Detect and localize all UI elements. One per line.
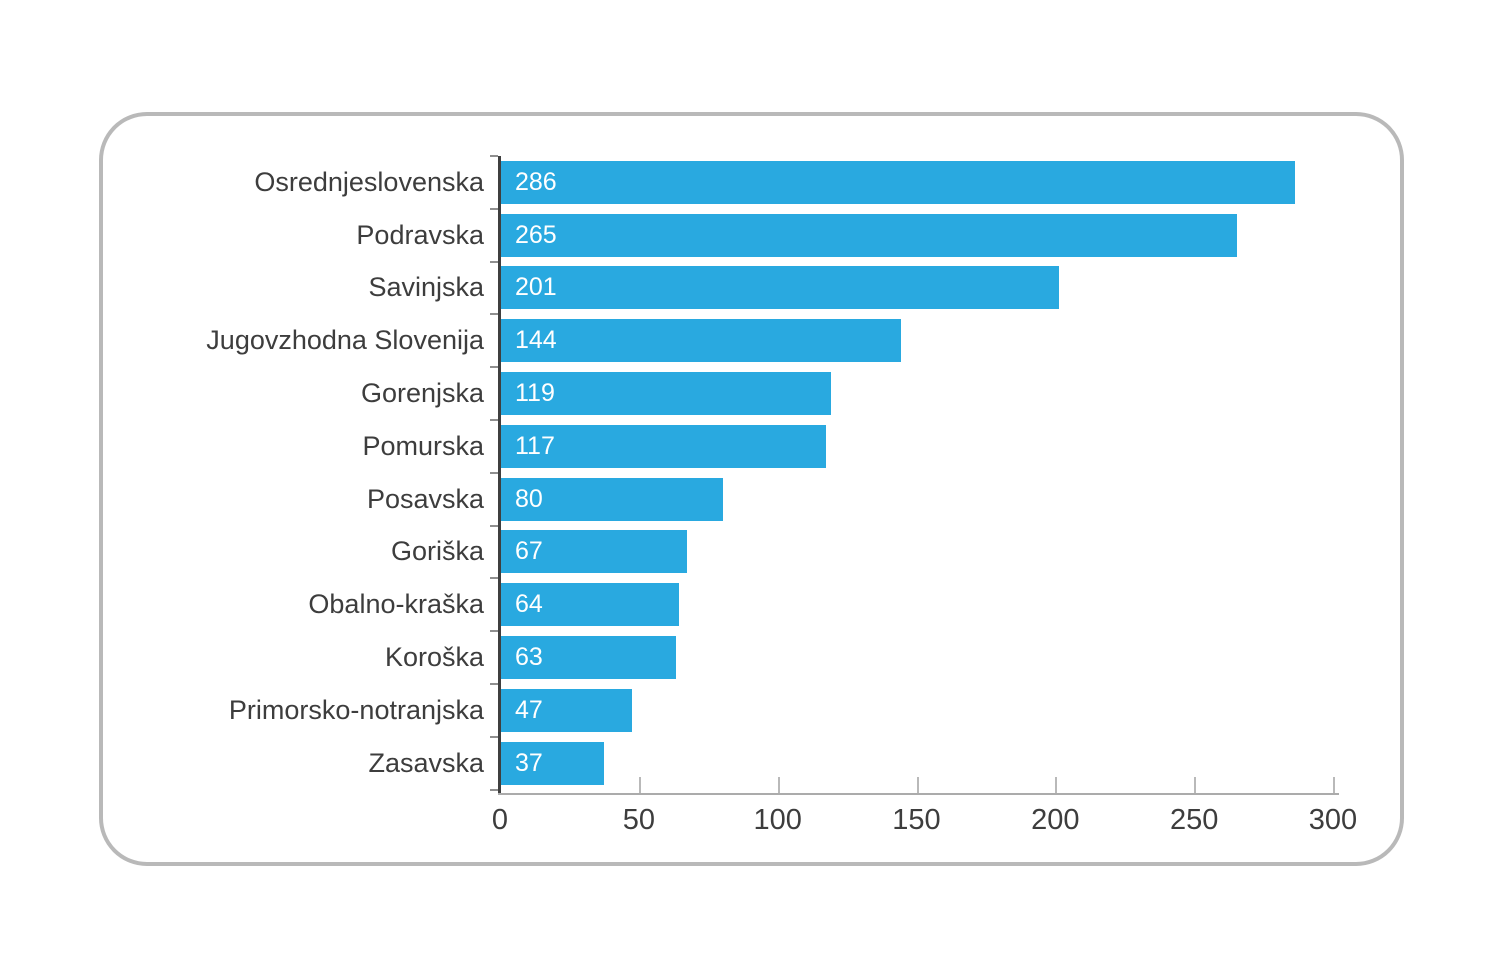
bar-track: 37 [501, 741, 1334, 785]
bar-value-label: 63 [515, 643, 543, 672]
bar-row: Primorsko-notranjska 47 [124, 684, 1334, 737]
y-axis-tick [490, 207, 498, 210]
bar-track: 64 [501, 583, 1334, 627]
chart-card: Osrednjeslovenska 286 Podravska 265 Savinjsk… [99, 112, 1404, 866]
y-axis-tick [490, 735, 498, 738]
x-axis-tick [1055, 777, 1058, 793]
x-axis-tick-label: 250 [1169, 804, 1219, 836]
bar-row: Savinjska 201 [124, 262, 1334, 315]
category-label: Savinjska [368, 272, 484, 303]
y-axis-tick [490, 524, 498, 527]
x-axis-line [498, 793, 1339, 795]
bar: 67 [501, 530, 688, 574]
y-axis-tick [490, 788, 498, 791]
x-axis-tick-label: 100 [753, 804, 802, 836]
category-label: Gorenjska [360, 378, 484, 409]
bar-value-label: 67 [515, 537, 543, 566]
bar-value-label: 286 [515, 167, 557, 196]
bar-track: 117 [501, 424, 1334, 468]
y-axis-tick [490, 155, 498, 157]
bar-value-label: 37 [515, 748, 543, 777]
bar-track: 286 [501, 160, 1334, 204]
x-axis-tick [777, 777, 780, 793]
bar: 119 [501, 372, 832, 416]
bar-row: Obalno-kraška 64 [124, 578, 1334, 631]
x-axis-tick-label: 50 [622, 804, 655, 836]
bar-value-label: 201 [515, 273, 557, 302]
y-axis-tick [490, 471, 498, 474]
bar: 201 [501, 266, 1060, 310]
y-axis-line [498, 156, 501, 793]
category-label: Podravska [356, 219, 484, 250]
category-label: Zasavska [368, 747, 484, 778]
category-label: Pomurska [362, 430, 484, 461]
bar-value-label: 80 [515, 484, 543, 513]
bar: 80 [501, 477, 724, 521]
bar: 47 [501, 688, 632, 732]
category-label: Primorsko-notranjska [228, 694, 484, 725]
bar-row: Goriška 67 [124, 526, 1334, 579]
bar-value-label: 64 [515, 590, 543, 619]
bar-track: 201 [501, 266, 1334, 310]
bar-track: 63 [501, 636, 1334, 680]
bar-row: Podravska 265 [124, 209, 1334, 262]
category-label: Osrednjeslovenska [254, 166, 484, 197]
bar: 265 [501, 213, 1237, 257]
x-axis-tick [1333, 777, 1335, 793]
bar-value-label: 119 [515, 379, 555, 408]
bar-row: Zasavska 37 [124, 737, 1334, 790]
bar-row: Jugovzhodna Slovenija 144 [124, 314, 1334, 367]
bar: 63 [501, 636, 676, 680]
bar: 286 [501, 160, 1296, 204]
y-axis-tick [490, 683, 498, 685]
bar-row: Koroška 63 [124, 631, 1334, 684]
bar-value-label: 265 [515, 220, 557, 249]
bar-row: Pomurska 117 [124, 420, 1334, 473]
y-axis-tick [490, 260, 498, 263]
bar-row: Posavska 80 [124, 473, 1334, 526]
y-axis-tick [490, 313, 498, 316]
category-label: Goriška [390, 536, 484, 567]
bar-row: Gorenjska 119 [124, 367, 1334, 420]
x-axis-tick-label: 0 [491, 804, 509, 836]
category-label: Koroška [384, 642, 484, 673]
bar-row: Osrednjeslovenska 286 [124, 156, 1334, 209]
bar-rows-container: Osrednjeslovenska 286 Podravska 265 Savinjsk… [124, 156, 1334, 790]
bar-track: 265 [501, 213, 1334, 257]
category-label: Jugovzhodna Slovenija [206, 325, 484, 356]
y-axis-tick [490, 630, 498, 633]
bar-track: 80 [501, 477, 1334, 521]
bar-value-label: 117 [515, 431, 555, 460]
bar-track: 119 [501, 372, 1334, 416]
x-axis-tick-label: 150 [892, 804, 941, 836]
bar: 144 [501, 319, 901, 363]
x-axis-tick-label: 300 [1308, 804, 1358, 836]
bar: 117 [501, 424, 826, 468]
bar-track: 144 [501, 319, 1334, 363]
bar: 64 [501, 583, 679, 627]
bar-track: 67 [501, 530, 1334, 574]
bar-track: 47 [501, 688, 1334, 732]
y-axis-tick [490, 577, 498, 580]
y-axis-tick [490, 366, 498, 369]
x-axis-tick [638, 777, 641, 793]
x-axis-tick [1194, 777, 1197, 793]
bar-value-label: 144 [515, 326, 557, 355]
x-axis-tick [916, 777, 919, 793]
x-axis-tick-label: 200 [1031, 804, 1080, 836]
category-label: Posavska [366, 483, 484, 514]
category-label: Obalno-kraška [308, 589, 484, 620]
bar-value-label: 47 [515, 695, 543, 724]
bar: 37 [501, 741, 604, 785]
y-axis-tick [490, 419, 498, 421]
